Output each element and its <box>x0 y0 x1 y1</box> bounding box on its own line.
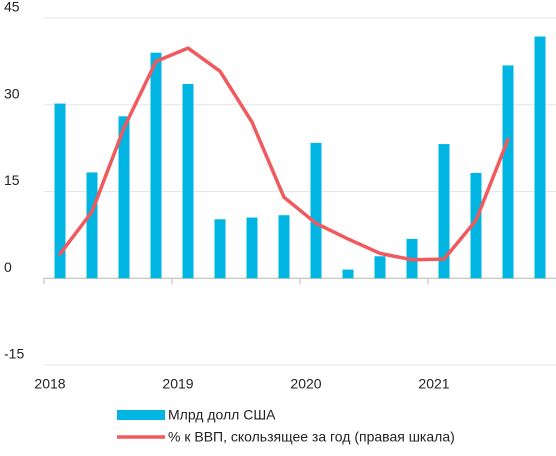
bar <box>54 103 66 279</box>
legend-label: Млрд долл США <box>168 407 276 423</box>
y-tick-label: 45 <box>4 0 20 15</box>
y-tick-label: 15 <box>4 172 20 188</box>
bar <box>342 269 354 279</box>
bar <box>310 142 322 279</box>
bar <box>438 144 450 279</box>
y-tick-label: -15 <box>4 346 24 362</box>
line <box>58 46 510 262</box>
bar <box>150 52 162 279</box>
bar <box>86 172 98 279</box>
bar <box>374 256 386 279</box>
bar <box>246 217 258 279</box>
bar <box>118 116 130 279</box>
legend-swatch <box>117 410 165 420</box>
bar <box>182 83 194 279</box>
y-tick-label: 0 <box>4 259 12 275</box>
x-tick-label: 2018 <box>34 376 65 392</box>
bar <box>470 172 482 279</box>
x-tick-label: 2021 <box>418 376 449 392</box>
y-tick-label: 30 <box>4 85 20 101</box>
legend-label: % к ВВП, скользящее за год (правая шкала… <box>168 429 455 445</box>
bar <box>278 215 290 279</box>
bar <box>502 65 514 279</box>
bar <box>214 219 226 279</box>
bar <box>534 36 546 279</box>
x-tick-label: 2020 <box>290 376 321 392</box>
x-tick-label: 2019 <box>162 376 193 392</box>
